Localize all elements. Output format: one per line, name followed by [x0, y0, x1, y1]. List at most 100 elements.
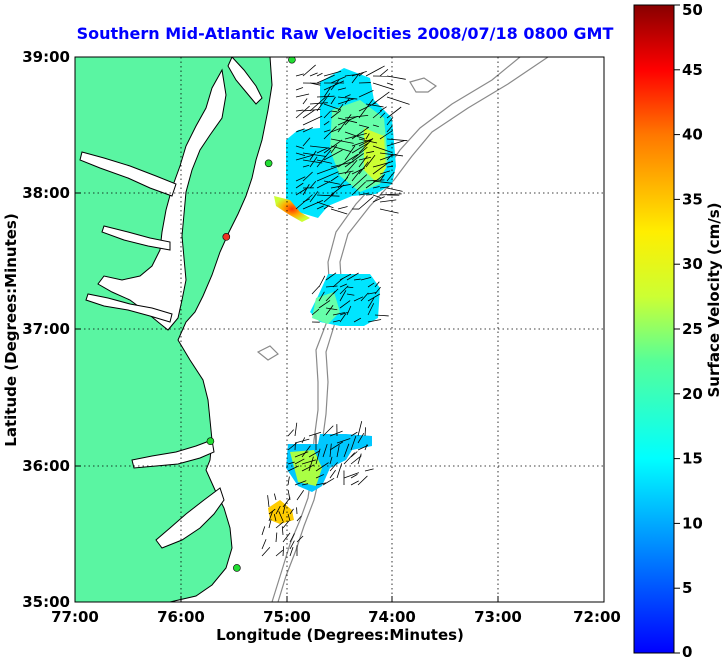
velocity-vector	[343, 443, 350, 458]
velocity-vector	[316, 194, 340, 197]
velocity-vector	[358, 98, 374, 119]
velocity-vector	[311, 308, 320, 316]
velocity-vector	[302, 98, 308, 105]
velocity-vector	[302, 159, 323, 164]
velocity-vector	[278, 511, 284, 522]
velocity-vector	[325, 305, 334, 316]
velocity-vector	[316, 165, 339, 175]
velocity-vector	[367, 293, 381, 302]
velocity-vector	[339, 273, 352, 281]
velocity-vector	[295, 93, 310, 98]
velocity-vector	[329, 443, 332, 458]
velocity-vector	[282, 532, 291, 543]
velocity-vector	[337, 206, 348, 210]
velocity-vector	[365, 151, 375, 154]
velocity-patch-hatteras	[268, 500, 294, 524]
velocity-vector	[372, 145, 392, 153]
velocity-vector	[287, 429, 294, 437]
velocity-vector	[330, 110, 341, 119]
velocity-vector	[360, 292, 369, 302]
velocity-vector	[372, 196, 385, 203]
velocity-vector	[295, 182, 304, 189]
velocity-vector	[358, 72, 365, 77]
velocity-vector	[301, 459, 317, 465]
velocity-vector	[261, 526, 266, 536]
velocity-vector	[351, 169, 362, 182]
radar-stations[interactable]	[206, 56, 296, 572]
velocity-vector	[275, 532, 278, 543]
velocity-vector	[379, 208, 399, 214]
velocity-vector	[337, 103, 344, 112]
velocity-vector	[302, 115, 323, 126]
colorbar-tick-label: 30	[682, 255, 703, 273]
radar-station-marker[interactable]	[233, 564, 241, 572]
velocity-vector	[295, 73, 304, 77]
radar-station-marker[interactable]	[206, 437, 215, 446]
velocity-vector	[289, 547, 294, 557]
velocity-vector	[372, 110, 383, 119]
velocity-vector	[323, 70, 342, 77]
velocity-vector	[302, 137, 311, 147]
velocity-vector	[367, 303, 375, 316]
velocity-vector	[367, 319, 382, 323]
velocity-vector	[350, 431, 358, 437]
velocity-vector	[358, 124, 369, 128]
radar-station-marker[interactable]	[264, 159, 273, 168]
velocity-vector	[275, 505, 281, 515]
velocity-vector	[343, 452, 356, 465]
colorbar-tick-label: 35	[682, 190, 703, 208]
velocity-vector	[309, 156, 318, 168]
velocity-vector	[357, 421, 363, 437]
velocity-vector	[351, 174, 368, 189]
velocity-vector	[315, 474, 324, 479]
radar-station-marker[interactable]	[222, 233, 231, 241]
velocity-vector	[372, 82, 395, 91]
velocity-vector	[346, 272, 359, 281]
velocity-vector	[364, 444, 368, 451]
velocity-vector	[386, 125, 393, 133]
velocity-vector	[323, 149, 343, 161]
map-title: Southern Mid-Atlantic Raw Velocities 200…	[77, 24, 614, 43]
velocity-vector	[316, 72, 323, 77]
velocity-vector	[332, 312, 345, 316]
bathymetry-contours	[256, 57, 549, 602]
velocity-vector	[337, 115, 358, 126]
velocity-vector	[308, 450, 320, 458]
velocity-vector	[330, 76, 346, 84]
velocity-vector	[344, 120, 350, 126]
map-plot[interactable]	[75, 56, 604, 602]
velocity-vector	[367, 297, 375, 309]
velocity-vector	[353, 317, 362, 323]
velocity-vector	[379, 130, 393, 140]
velocity-vector	[351, 146, 368, 161]
velocity-vector	[302, 199, 324, 210]
x-tick-label: 76:00	[157, 608, 205, 626]
velocity-vector	[287, 476, 290, 486]
graticule	[75, 57, 604, 602]
radar-station-marker[interactable]	[288, 56, 296, 64]
velocity-vector	[386, 116, 394, 126]
velocity-vector	[301, 483, 309, 486]
x-tick-label: 73:00	[474, 608, 522, 626]
velocity-vector	[365, 65, 385, 77]
velocity-vector	[350, 435, 357, 451]
velocity-vector	[323, 80, 345, 91]
velocity-vector	[309, 96, 326, 112]
pamlico-sound	[155, 487, 225, 549]
velocity-vector	[358, 137, 374, 154]
albemarle-sound	[131, 439, 215, 469]
velocity-vector	[309, 82, 321, 86]
velocity-vector	[337, 154, 359, 168]
velocity-vector	[386, 187, 403, 192]
velocity-vector	[332, 288, 339, 295]
velocity-vector	[318, 275, 326, 288]
velocity-vector	[302, 64, 316, 77]
velocity-vector	[295, 128, 305, 133]
velocity-vector	[330, 184, 345, 196]
velocity-vector	[344, 94, 351, 98]
velocity-vector	[358, 192, 370, 196]
velocity-vector	[302, 127, 313, 133]
velocity-vector	[379, 186, 390, 189]
velocity-vector	[330, 79, 340, 91]
